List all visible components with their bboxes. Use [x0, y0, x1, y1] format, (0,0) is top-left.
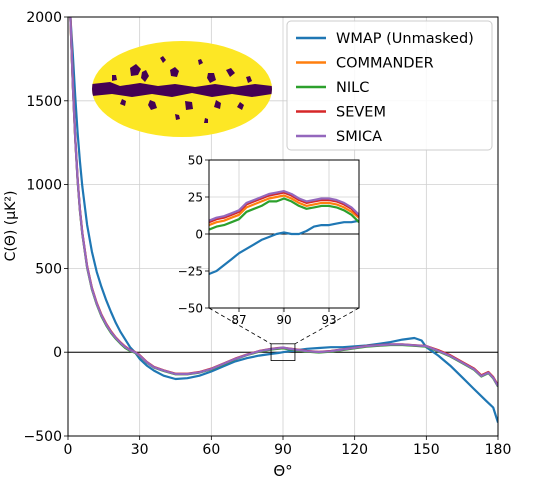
legend-label-wmap-unmasked: WMAP (Unmasked): [336, 31, 474, 47]
legend-label-commander: COMMANDER: [336, 56, 434, 72]
inset-ytick-label: −50: [178, 301, 203, 315]
inset-series-smica: [209, 190, 359, 222]
zoom-connector-left: [208, 307, 272, 345]
legend-label-nilc: NILC: [336, 80, 369, 96]
main-xtick-label: 60: [202, 442, 220, 458]
zoom-connector-right: [294, 307, 360, 345]
legend-box: [286, 20, 493, 151]
main-xtick-label: 30: [131, 442, 149, 458]
inset-tick-labels: 87 90 93 −50 −25 0 25 50: [178, 153, 337, 327]
main-series-wmap-unmasked: [69, 17, 498, 423]
main-ytick-label: 1000: [26, 178, 62, 194]
inset-xtick-label: 93: [321, 313, 336, 327]
main-plot-lines: [69, 17, 498, 423]
main-xtick-label: 0: [64, 442, 73, 458]
main-ytick-label: 0: [53, 345, 62, 361]
x-axis-label: Θ°: [273, 462, 292, 480]
inset-series-sevem: [209, 191, 359, 224]
legend-label-sevem: SEVEM: [336, 105, 386, 121]
inset-xtick-label: 90: [276, 313, 291, 327]
main-ytick-label: −500: [24, 429, 62, 445]
inset-series-wmap-unmasked: [209, 219, 359, 276]
main-ytick-label: 1500: [26, 94, 62, 110]
inset-ytick-label: 0: [195, 227, 203, 241]
legend: WMAP (Unmasked) COMMANDER NILC SEVEM SMICA: [286, 20, 493, 151]
y-axis-label: C(Θ) (μK²): [3, 191, 19, 262]
sky-mask-map: [92, 41, 272, 137]
inset-ytick-label: 50: [188, 153, 203, 167]
zoom-indicator: [208, 307, 360, 361]
zoom-rectangle: [270, 343, 296, 361]
inset-series-nilc: [209, 197, 359, 231]
main-xtick-label: 90: [274, 442, 292, 458]
inset-series-commander: [209, 194, 359, 227]
legend-label-smica: SMICA: [336, 129, 382, 145]
inset-plot-lines: [209, 190, 359, 276]
inset-ytick-label: 25: [188, 190, 203, 204]
main-xtick-label: 180: [485, 442, 512, 458]
main-xtick-label: 150: [413, 442, 440, 458]
main-series-smica: [69, 17, 498, 387]
inset-xtick-label: 87: [231, 313, 246, 327]
main-ytick-label: 2000: [26, 10, 62, 26]
main-ytick-label: 500: [35, 261, 62, 277]
main-xtick-label: 120: [341, 442, 368, 458]
inset-ytick-label: −25: [178, 264, 203, 278]
